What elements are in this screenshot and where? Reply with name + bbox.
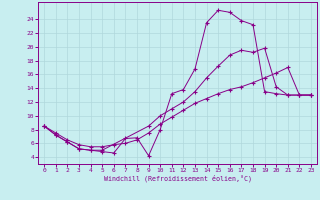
X-axis label: Windchill (Refroidissement éolien,°C): Windchill (Refroidissement éolien,°C) <box>104 175 252 182</box>
